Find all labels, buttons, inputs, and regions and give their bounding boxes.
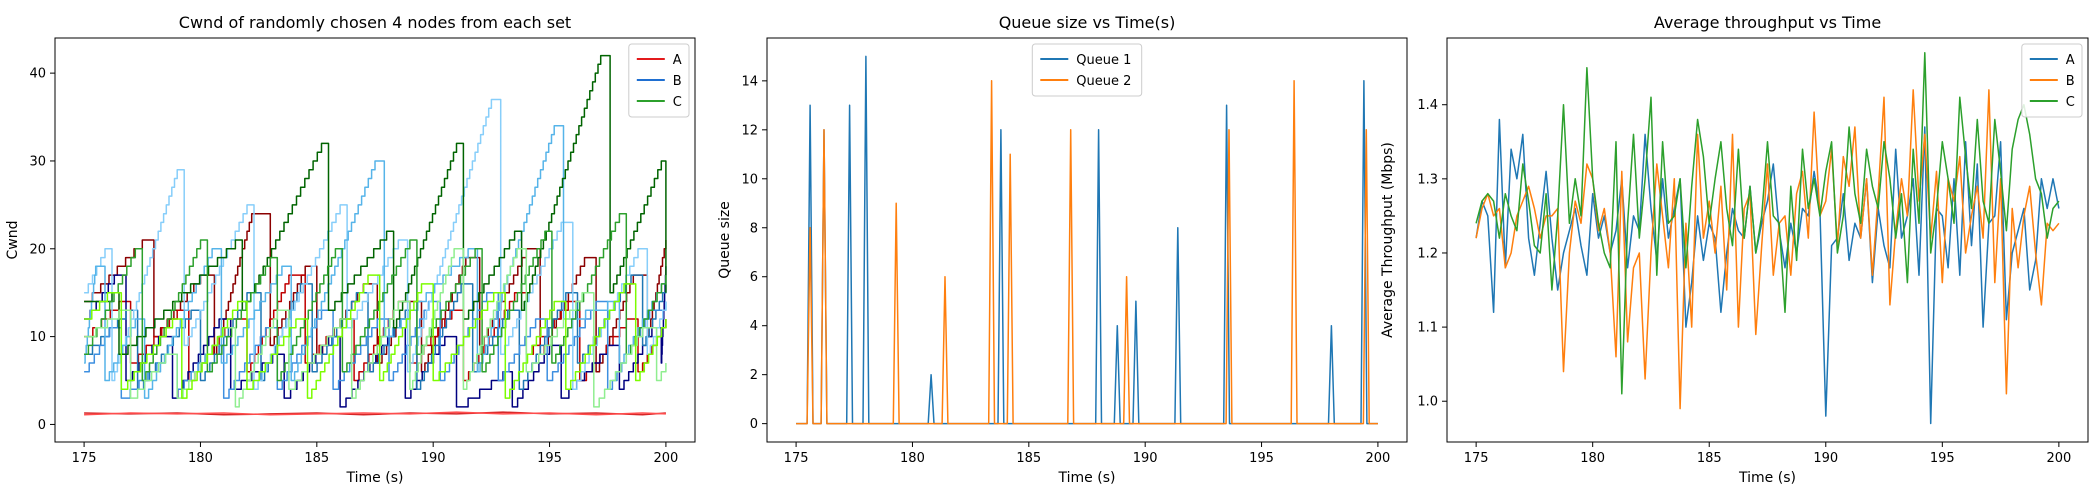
y-axis-label: Average Throughput (Mbps) <box>1380 142 1396 338</box>
series-line-c <box>84 274 667 399</box>
panel-queue-size: Queue size vs Time(s) 175 180 185 190 195 200 0… <box>717 13 1408 486</box>
y-tick-label: 12 <box>741 123 758 138</box>
x-axis-label: Time (s) <box>1738 470 1796 486</box>
series-line-c <box>1475 52 2060 395</box>
y-tick-label: 10 <box>741 172 758 187</box>
legend-label: Queue 1 <box>1076 53 1131 68</box>
x-tick-label: 185 <box>1697 451 1722 466</box>
x-tick-label: 190 <box>1133 451 1158 466</box>
series-layer <box>796 55 1378 425</box>
y-tick-label: 1.0 <box>1417 395 1438 410</box>
x-tick-label: 180 <box>1580 451 1605 466</box>
y-tick-label: 1.3 <box>1417 172 1438 187</box>
y-tick-label: 30 <box>29 154 46 169</box>
legend-label: B <box>2066 74 2075 89</box>
legend: ABC <box>2021 43 2083 118</box>
legend-label: A <box>673 53 682 68</box>
y-tick-label: 1.2 <box>1417 246 1438 261</box>
x-tick-label: 185 <box>1016 451 1041 466</box>
y-tick-label: 4 <box>750 319 758 334</box>
legend-label: B <box>673 74 682 89</box>
x-tick-label: 180 <box>188 451 213 466</box>
y-tick-label: 6 <box>750 270 758 285</box>
series-line-b <box>1475 89 2060 410</box>
chart-title: Queue size vs Time(s) <box>999 13 1176 32</box>
x-tick-label: 195 <box>537 451 562 466</box>
x-tick-label: 180 <box>900 451 925 466</box>
y-axis-label: Queue size <box>717 201 733 279</box>
legend-label: C <box>673 95 682 110</box>
y-tick-label: 2 <box>750 368 758 383</box>
series-line-queue-2 <box>796 80 1378 425</box>
series-line-b <box>84 291 667 399</box>
series-line-b <box>84 125 667 399</box>
y-tick-label: 40 <box>29 67 46 82</box>
x-tick-label: 200 <box>1365 451 1390 466</box>
y-tick-label: 1.1 <box>1417 321 1438 336</box>
plot-frame <box>54 37 696 443</box>
series-line-c <box>84 212 667 382</box>
legend-label: Queue 2 <box>1076 74 1131 89</box>
x-tick-label: 175 <box>72 451 97 466</box>
y-tick-label: 1.4 <box>1417 98 1438 113</box>
x-tick-label: 200 <box>653 451 678 466</box>
series-line-a <box>84 212 667 373</box>
x-axis-label: Time (s) <box>346 470 404 486</box>
series-layer <box>1475 52 2060 425</box>
legend-label: C <box>2066 95 2075 110</box>
y-tick-label: 0 <box>750 417 758 432</box>
x-axis-label: Time (s) <box>1058 470 1116 486</box>
y-tick-label: 10 <box>29 330 46 345</box>
x-tick-label: 200 <box>2046 451 2071 466</box>
panel-average-throughput: Average throughput vs Time 175 180 185 190 19… <box>1380 13 2089 486</box>
x-tick-label: 175 <box>1464 451 1489 466</box>
y-axis-label: Cwnd <box>5 221 21 260</box>
y-tick-label: 8 <box>750 221 758 236</box>
chart-title: Average throughput vs Time <box>1654 13 1881 32</box>
x-tick-label: 190 <box>421 451 446 466</box>
series-line-a <box>84 411 666 416</box>
plot-frame <box>1446 37 2089 443</box>
x-tick-label: 185 <box>304 451 329 466</box>
legend: Queue 1 Queue 2 <box>1031 43 1143 97</box>
x-tick-label: 195 <box>1249 451 1274 466</box>
y-tick-label: 0 <box>38 418 46 433</box>
y-tick-label: 14 <box>741 74 758 89</box>
series-line-c <box>84 54 667 355</box>
series-line-queue-1 <box>796 55 1378 425</box>
x-tick-label: 190 <box>1813 451 1838 466</box>
chart-title: Cwnd of randomly chosen 4 nodes from eac… <box>179 13 571 32</box>
legend-box <box>1031 43 1143 97</box>
x-tick-label: 195 <box>1930 451 1955 466</box>
series-layer <box>84 54 667 416</box>
legend: ABC <box>628 43 690 118</box>
panel-cwnd: Cwnd of randomly chosen 4 nodes from eac… <box>5 13 696 486</box>
x-tick-label: 175 <box>784 451 809 466</box>
plot-frame <box>766 37 1408 443</box>
legend-label: A <box>2066 53 2075 68</box>
y-tick-label: 20 <box>29 242 46 257</box>
